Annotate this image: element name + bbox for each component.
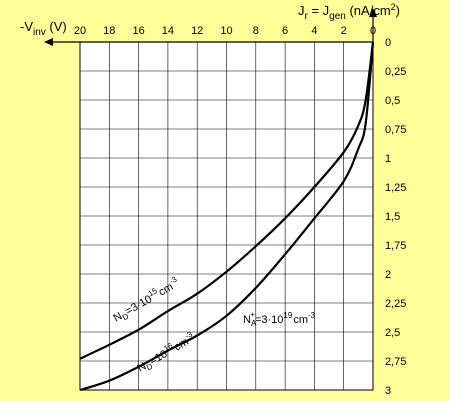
x-tick-label: 20 <box>74 25 86 37</box>
y-tick-label: 1,75 <box>385 240 406 252</box>
x-tick-label: 14 <box>162 25 174 37</box>
y-tick-label: 0 <box>385 37 391 49</box>
y-tick-label: 3 <box>385 385 391 397</box>
series-line-nd-3e15 <box>79 41 375 360</box>
x-tick-labels: 20 18 16 14 12 10 8 6 4 2 0 <box>74 25 376 37</box>
x-tick-label: 2 <box>341 25 347 37</box>
y-tick-label: 1,25 <box>385 182 406 194</box>
y-tick-labels: 0 0,25 0,5 0,75 1 1,25 1,5 1,75 2 2,25 2,5 2,75 3 <box>385 37 406 397</box>
y-tick-label: 0,25 <box>385 66 406 78</box>
y-axis-label: Jr = Jgen (nA/cm2) <box>298 2 400 22</box>
y-tick-label: 2,25 <box>385 298 406 310</box>
y-axis-arrow <box>369 8 377 17</box>
y-tick-label: 1 <box>385 153 391 165</box>
x-tick-label: 16 <box>132 25 144 37</box>
y-tick-label: 2,75 <box>385 356 406 368</box>
y-tick-label: 2,5 <box>385 327 400 339</box>
x-tick-label: 18 <box>103 25 115 37</box>
x-tick-label: 12 <box>191 25 203 37</box>
y-tick-label: 0,5 <box>385 95 400 107</box>
y-tick-label: 1,5 <box>385 211 400 223</box>
x-tick-label: 6 <box>282 25 288 37</box>
x-tick-label: 8 <box>253 25 259 37</box>
x-axis-label: -Vinv (V) <box>20 19 67 38</box>
x-tick-label: 4 <box>311 25 317 37</box>
x-tick-label: 0 <box>370 25 376 37</box>
x-axis-arrow <box>44 38 53 46</box>
y-tick-label: 0,75 <box>385 124 406 136</box>
series-line-nd-1e16 <box>79 41 375 392</box>
y-tick-label: 2 <box>385 269 391 281</box>
x-tick-label: 10 <box>220 25 232 37</box>
annotation-na-doping: NA+=3·1019cm-3 <box>243 310 316 328</box>
